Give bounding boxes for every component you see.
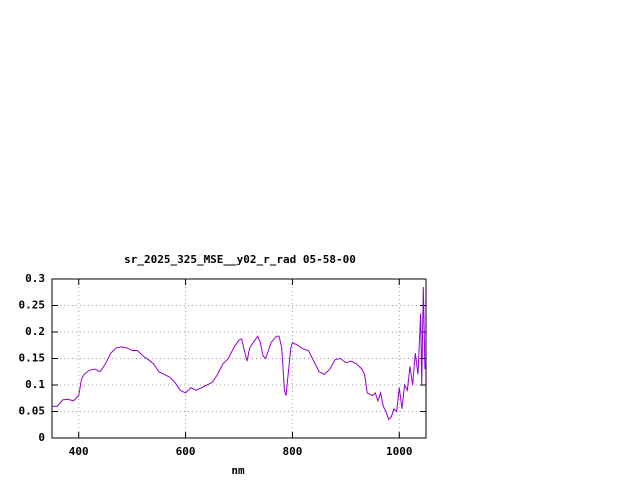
x-tick-label: 600 [176,445,196,458]
data-line [52,286,426,421]
plot-border [51,278,427,439]
y-tick-label: 0.2 [25,325,45,338]
chart-title: sr_2025_325_MSE__y02_r_rad 05-58-00 [124,253,356,266]
x-tick-label: 400 [69,445,89,458]
y-tick-label: 0.1 [25,378,45,391]
y-tick-label: 0 [38,431,45,444]
y-tick-label: 0.25 [19,299,46,312]
x-axis-label: nm [231,464,245,477]
y-tick-label: 0.3 [25,272,45,285]
y-tick-label: 0.05 [19,405,46,418]
x-tick-label: 1000 [386,445,413,458]
y-tick-label: 0.15 [19,352,46,365]
x-tick-label: 800 [282,445,302,458]
